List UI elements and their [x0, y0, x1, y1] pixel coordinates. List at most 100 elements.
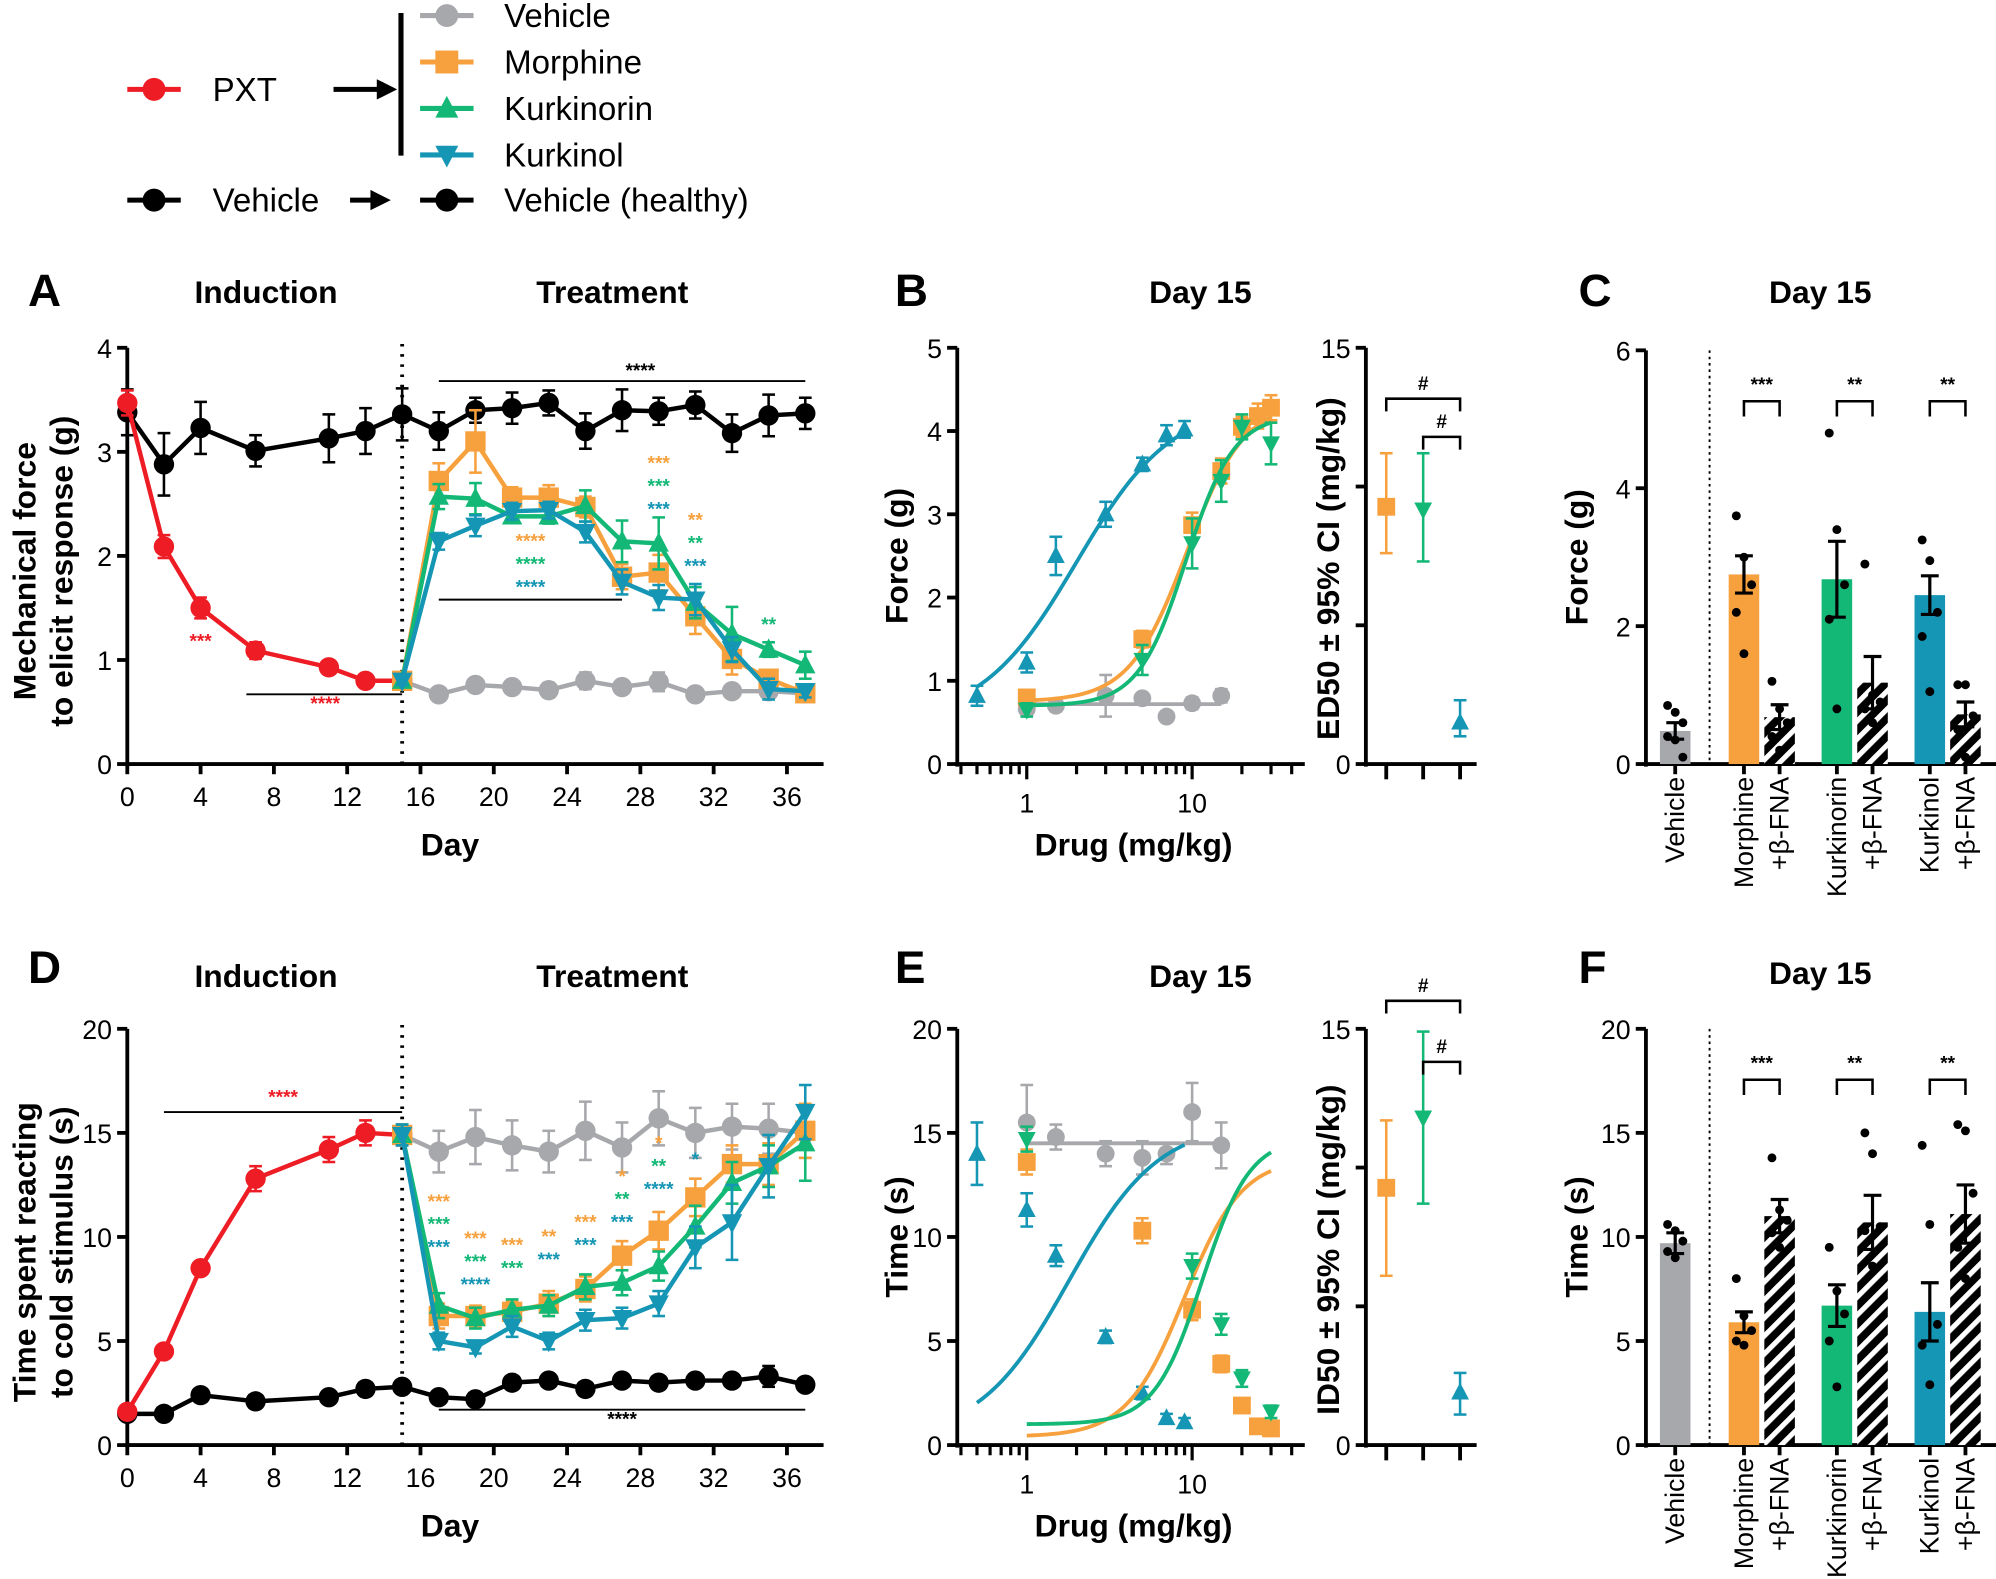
series-line-morphine: [399, 437, 807, 696]
arrow-head-icon: [376, 79, 398, 100]
bar: [1821, 1305, 1853, 1446]
significance-label: ***: [574, 1213, 597, 1234]
significance-label: ***: [428, 1192, 451, 1213]
individual-point: [1840, 1309, 1849, 1319]
x-tick-label: +β-FNA: [1857, 777, 1887, 870]
bar-group: +β-FNA: [1950, 1120, 1981, 1551]
data-point-kurkinorin: [1212, 473, 1231, 491]
data-point-kurkinol: [1157, 1408, 1176, 1426]
series-healthy: [117, 1364, 816, 1425]
x-tick-label: 28: [625, 782, 655, 812]
series-kurkinol: [968, 419, 1194, 708]
data-point-kurkinorin: [538, 1294, 559, 1314]
x-tick-label: Morphine: [1729, 1458, 1759, 1569]
significance-label: ***: [648, 454, 671, 475]
inset-point-kurkinorin: [1414, 502, 1433, 520]
y-tick-label: 2: [1616, 612, 1631, 642]
data-point-kurkinorin: [575, 1275, 596, 1296]
data-point-healthy: [465, 1389, 486, 1410]
data-point-kurkinol: [1133, 454, 1152, 472]
data-point-kurkinorin: [1133, 652, 1152, 670]
data-point-kurkinol: [465, 517, 486, 537]
series-kurkinorin: [1017, 413, 1280, 720]
individual-point: [1775, 745, 1785, 755]
series-vehicle: [1017, 1081, 1231, 1176]
data-point-kurkinorin: [758, 638, 779, 658]
bar-group: +β-FNA: [1950, 680, 1981, 870]
individual-point: [1670, 1253, 1680, 1263]
series-line-vehicle: [401, 678, 806, 697]
individual-point: [1960, 1126, 1970, 1136]
significance-label: **: [541, 1227, 556, 1248]
bar-hatched: [1950, 1214, 1981, 1446]
data-point-morphine: [648, 562, 669, 583]
data-point-vehicle: [538, 1141, 559, 1162]
y-tick-label: 3: [927, 500, 942, 530]
data-point-kurkinol: [968, 1143, 986, 1161]
y-tick-label: 0: [1616, 1431, 1631, 1461]
bar-group: Kurkinol: [1914, 1140, 1946, 1554]
significance-label: ***: [1751, 375, 1774, 396]
y-tick-label: 10: [912, 1223, 942, 1253]
data-point-healthy: [538, 392, 559, 414]
panel-title: Induction: [194, 958, 337, 994]
y-tick-label: 15: [912, 1119, 942, 1149]
individual-point: [1968, 711, 1978, 721]
significance-label: *: [618, 1167, 626, 1188]
data-point-healthy: [245, 1391, 266, 1412]
series-vehicle: [391, 1089, 816, 1174]
data-point-kurkinorin: [1017, 702, 1036, 720]
x-tick-label: 16: [406, 1463, 436, 1493]
y-tick-label: 15: [1321, 334, 1351, 364]
data-point-healthy: [721, 1370, 743, 1391]
individual-point: [1860, 1226, 1870, 1236]
y-tick-label: 5: [1616, 1327, 1631, 1357]
significance-label: ****: [516, 554, 546, 575]
bar-group: +β-FNA: [1764, 1153, 1795, 1551]
data-point-kurkinol: [391, 672, 413, 692]
data-point-vehicle: [1133, 689, 1152, 708]
data-point-kurkinol: [611, 1309, 633, 1330]
data-point-kurkinol: [1046, 546, 1065, 564]
significance-label: **: [1940, 1054, 1955, 1075]
significance-label: ***: [464, 1252, 487, 1273]
inset-point-kurkinol: [1451, 712, 1469, 730]
individual-point: [1868, 1261, 1877, 1271]
y-axis-label: Time spent reacting: [7, 1102, 43, 1402]
inset-point-morphine: [1377, 497, 1396, 516]
y-tick-label: 1: [927, 667, 942, 697]
data-point-healthy: [501, 397, 523, 419]
bar-group: Kurkinorin: [1821, 428, 1853, 897]
data-point-vehicle: [428, 684, 449, 705]
y-tick-label: 0: [1616, 750, 1631, 780]
x-tick-label: +β-FNA: [1857, 1458, 1887, 1551]
inset-B: 0 15 ED50 ± 95% CI (mg/kg) # #: [1310, 334, 1477, 780]
y-tick-label: 5: [927, 334, 942, 364]
data-point-kurkinol: [1017, 1200, 1036, 1218]
x-tick-label: 24: [552, 782, 582, 812]
x-tick-label: 1: [1019, 788, 1034, 818]
data-point-healthy: [758, 1366, 779, 1387]
x-axis-label: Day: [421, 827, 480, 863]
data-point-kurkinorin: [465, 487, 486, 507]
data-point-kurkinorin: [648, 1254, 669, 1275]
significance-label: ****: [461, 1275, 491, 1296]
data-point-morphine: [648, 1220, 669, 1241]
individual-point: [1860, 559, 1870, 569]
data-point-morphine: [1017, 1153, 1036, 1171]
data-point-kurkinorin: [1183, 1258, 1202, 1276]
x-tick-label: 32: [699, 1463, 729, 1493]
panel-title: Day 15: [1769, 955, 1872, 991]
individual-point: [1782, 718, 1792, 728]
significance-bracket: [1742, 1078, 1781, 1096]
y-axis-label: Mechanical force: [7, 442, 43, 700]
data-point-kurkinol: [1096, 504, 1115, 522]
data-point-kurkinol: [575, 1312, 596, 1332]
significance-label: **: [761, 615, 776, 636]
x-tick-label: 36: [772, 782, 802, 812]
data-point-pxt: [318, 657, 340, 678]
fit-curve-kurkinorin: [1026, 1150, 1273, 1426]
significance-label: **: [688, 511, 703, 532]
inset-point-kurkinorin: [1414, 1110, 1433, 1128]
